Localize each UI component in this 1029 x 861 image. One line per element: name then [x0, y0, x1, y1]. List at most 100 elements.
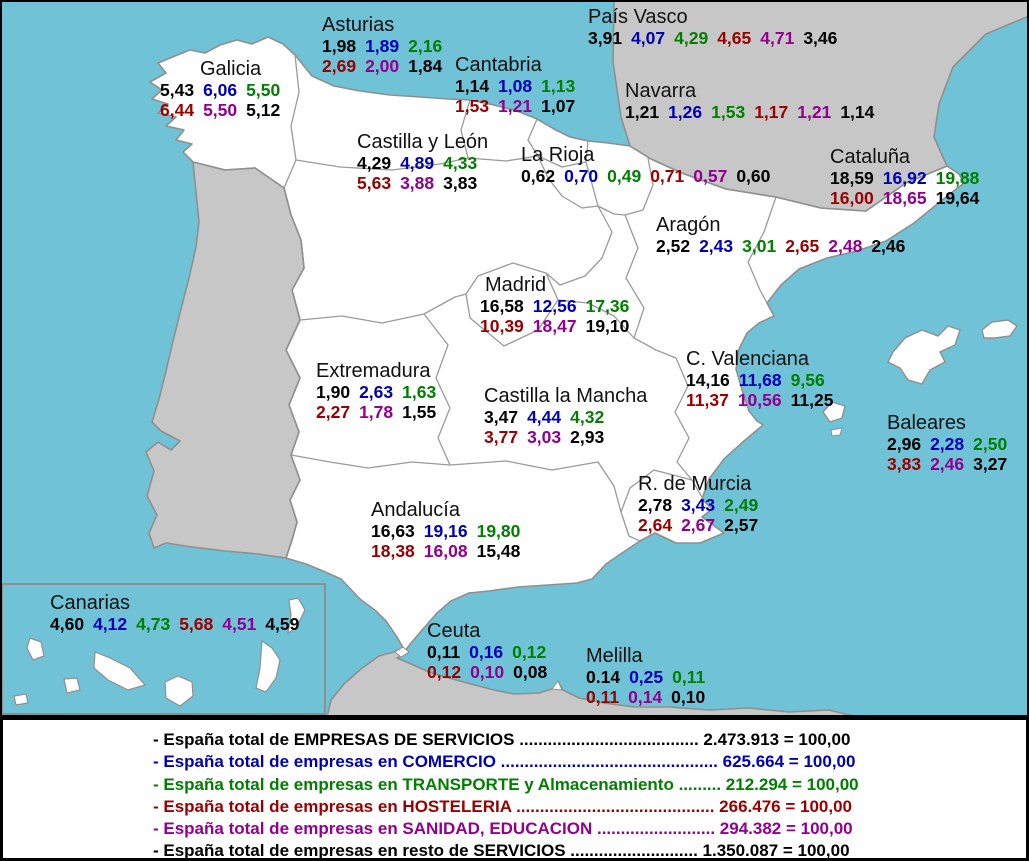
region-name: Madrid — [485, 274, 547, 296]
value-comercio: 3,43 — [681, 495, 716, 515]
map-frame — [0, 0, 1029, 717]
map-svg — [0, 0, 1029, 717]
value-comercio: 0,25 — [629, 667, 664, 687]
value-servicios: 1,90 — [316, 382, 351, 402]
value-hosteleria: 6,44 — [160, 100, 195, 120]
value-hosteleria: 2,65 — [785, 236, 820, 256]
value-sanidad: 3,88 — [400, 173, 435, 193]
value-sanidad: 3,03 — [527, 427, 562, 447]
region-borders — [283, 54, 777, 542]
value-servicios: 4,60 — [50, 614, 85, 634]
value-transporte: 4,33 — [443, 153, 478, 173]
legend-line-resto: - España total de empresas en resto de S… — [153, 841, 850, 861]
value-servicios: 14,16 — [686, 370, 730, 390]
value-transporte: 2,50 — [973, 434, 1008, 454]
value-sanidad: 18,65 — [882, 188, 927, 208]
value-comercio: 4,12 — [93, 614, 128, 634]
value-resto: 1,55 — [402, 402, 437, 422]
value-sanidad: 2,00 — [365, 56, 400, 76]
region-label-andalucia: Andalucía 16,63 19,16 19,80 18,38 16,08 15,4… — [371, 499, 529, 561]
value-transporte: 4,32 — [570, 407, 605, 427]
region-label-navarra: Navarra 1,21 1,26 1,53 1,17 1,21 1,14 — [625, 80, 874, 122]
value-resto: 4,59 — [265, 614, 300, 634]
value-transporte: 19,88 — [935, 168, 980, 188]
value-resto: 0,10 — [671, 687, 706, 707]
value-comercio: 4,89 — [400, 153, 435, 173]
value-hosteleria: 5,63 — [357, 173, 392, 193]
region-label-la-rioja: La Rioja 0,62 0,70 0,49 0,71 0,57 0,60 — [521, 144, 770, 186]
value-servicios: 0.14 — [586, 667, 621, 687]
value-hosteleria: 10,39 — [480, 316, 524, 336]
menorca-shape — [981, 319, 1018, 339]
value-comercio: 4,07 — [631, 28, 666, 48]
value-resto: 3,83 — [443, 173, 478, 193]
region-name: Castilla y León — [357, 131, 489, 153]
value-resto: 2,93 — [570, 427, 605, 447]
value-sanidad: 10,56 — [737, 390, 782, 410]
value-resto: 15,48 — [476, 541, 521, 561]
value-hosteleria: 11,37 — [686, 390, 729, 410]
region-name: Melilla — [586, 645, 643, 667]
value-sanidad: 18,47 — [532, 316, 577, 336]
region-label-c-valenciana: C. Valenciana 14,16 11,68 9,56 11,37 10,56 1… — [686, 348, 834, 410]
value-sanidad: 2,67 — [681, 515, 716, 535]
value-servicios: 5,43 — [160, 80, 195, 100]
value-hosteleria: 1,17 — [754, 102, 789, 122]
value-sanidad: 2,48 — [828, 236, 863, 256]
value-transporte: 4,73 — [136, 614, 171, 634]
value-hosteleria: 2,27 — [316, 402, 351, 422]
region-label-extremadura: Extremadura 1,90 2,63 1,63 2,27 1,78 1,55 — [316, 360, 445, 422]
value-sanidad: 1,78 — [359, 402, 394, 422]
region-name: La Rioja — [521, 144, 595, 166]
region-name: Ceuta — [427, 620, 481, 642]
map-canvas: Galicia 5,43 6,06 5,50 6,44 5,50 5,12 Asturi… — [0, 0, 1029, 717]
value-resto: 3,27 — [973, 454, 1008, 474]
value-servicios: 16,63 — [371, 521, 415, 541]
formentera-shape — [830, 427, 843, 437]
value-transporte: 9,56 — [790, 370, 825, 390]
region-label-ceuta: Ceuta 0,11 0,16 0,12 0,12 0,10 0,08 — [427, 620, 555, 682]
value-resto: 0,08 — [513, 662, 548, 682]
region-name: Canarias — [50, 592, 131, 614]
value-comercio: 1,89 — [365, 36, 400, 56]
value-transporte: 17,36 — [585, 296, 630, 316]
value-servicios: 3,47 — [484, 407, 519, 427]
region-name: C. Valenciana — [686, 348, 810, 370]
region-name: Navarra — [625, 80, 697, 102]
value-servicios: 1,21 — [625, 102, 660, 122]
value-hosteleria: 0,11 — [586, 687, 620, 707]
value-comercio: 11,68 — [738, 370, 782, 390]
value-servicios: 0,62 — [521, 166, 556, 186]
value-hosteleria: 16,00 — [830, 188, 874, 208]
value-sanidad: 4,51 — [222, 614, 257, 634]
value-sanidad: 5,50 — [203, 100, 238, 120]
value-servicios: 3,91 — [588, 28, 623, 48]
value-resto: 19,10 — [585, 316, 630, 336]
value-resto: 2,57 — [724, 515, 759, 535]
value-servicios: 2,78 — [638, 495, 673, 515]
region-label-cantabria: Cantabria 1,14 1,08 1,13 1,53 1,21 1,07 — [455, 54, 584, 116]
region-name: Baleares — [887, 412, 966, 434]
value-comercio: 2,28 — [930, 434, 965, 454]
value-sanidad: 1,21 — [498, 96, 533, 116]
value-resto: 11,25 — [790, 390, 834, 410]
value-comercio: 0,70 — [564, 166, 599, 186]
legend-line-servicios: - España total de EMPRESAS DE SERVICIOS … — [153, 730, 851, 749]
value-servicios: 2,52 — [656, 236, 691, 256]
mallorca-shape — [887, 325, 961, 385]
value-comercio: 12,56 — [532, 296, 577, 316]
region-label-madrid: Madrid 16,58 12,56 17,36 10,39 18,47 19,10 — [480, 274, 638, 336]
value-resto: 1,14 — [840, 102, 875, 122]
value-transporte: 0,49 — [607, 166, 642, 186]
value-comercio: 1,08 — [498, 76, 533, 96]
region-name: Castilla la Mancha — [484, 385, 648, 407]
value-resto: 2,46 — [871, 236, 906, 256]
value-servicios: 1,14 — [455, 76, 490, 96]
value-transporte: 2,16 — [408, 36, 443, 56]
region-name: Galicia — [200, 58, 262, 80]
ibiza-shape — [822, 401, 846, 423]
value-resto: 1,84 — [408, 56, 443, 76]
value-sanidad: 0,57 — [693, 166, 728, 186]
value-transporte: 19,80 — [476, 521, 521, 541]
